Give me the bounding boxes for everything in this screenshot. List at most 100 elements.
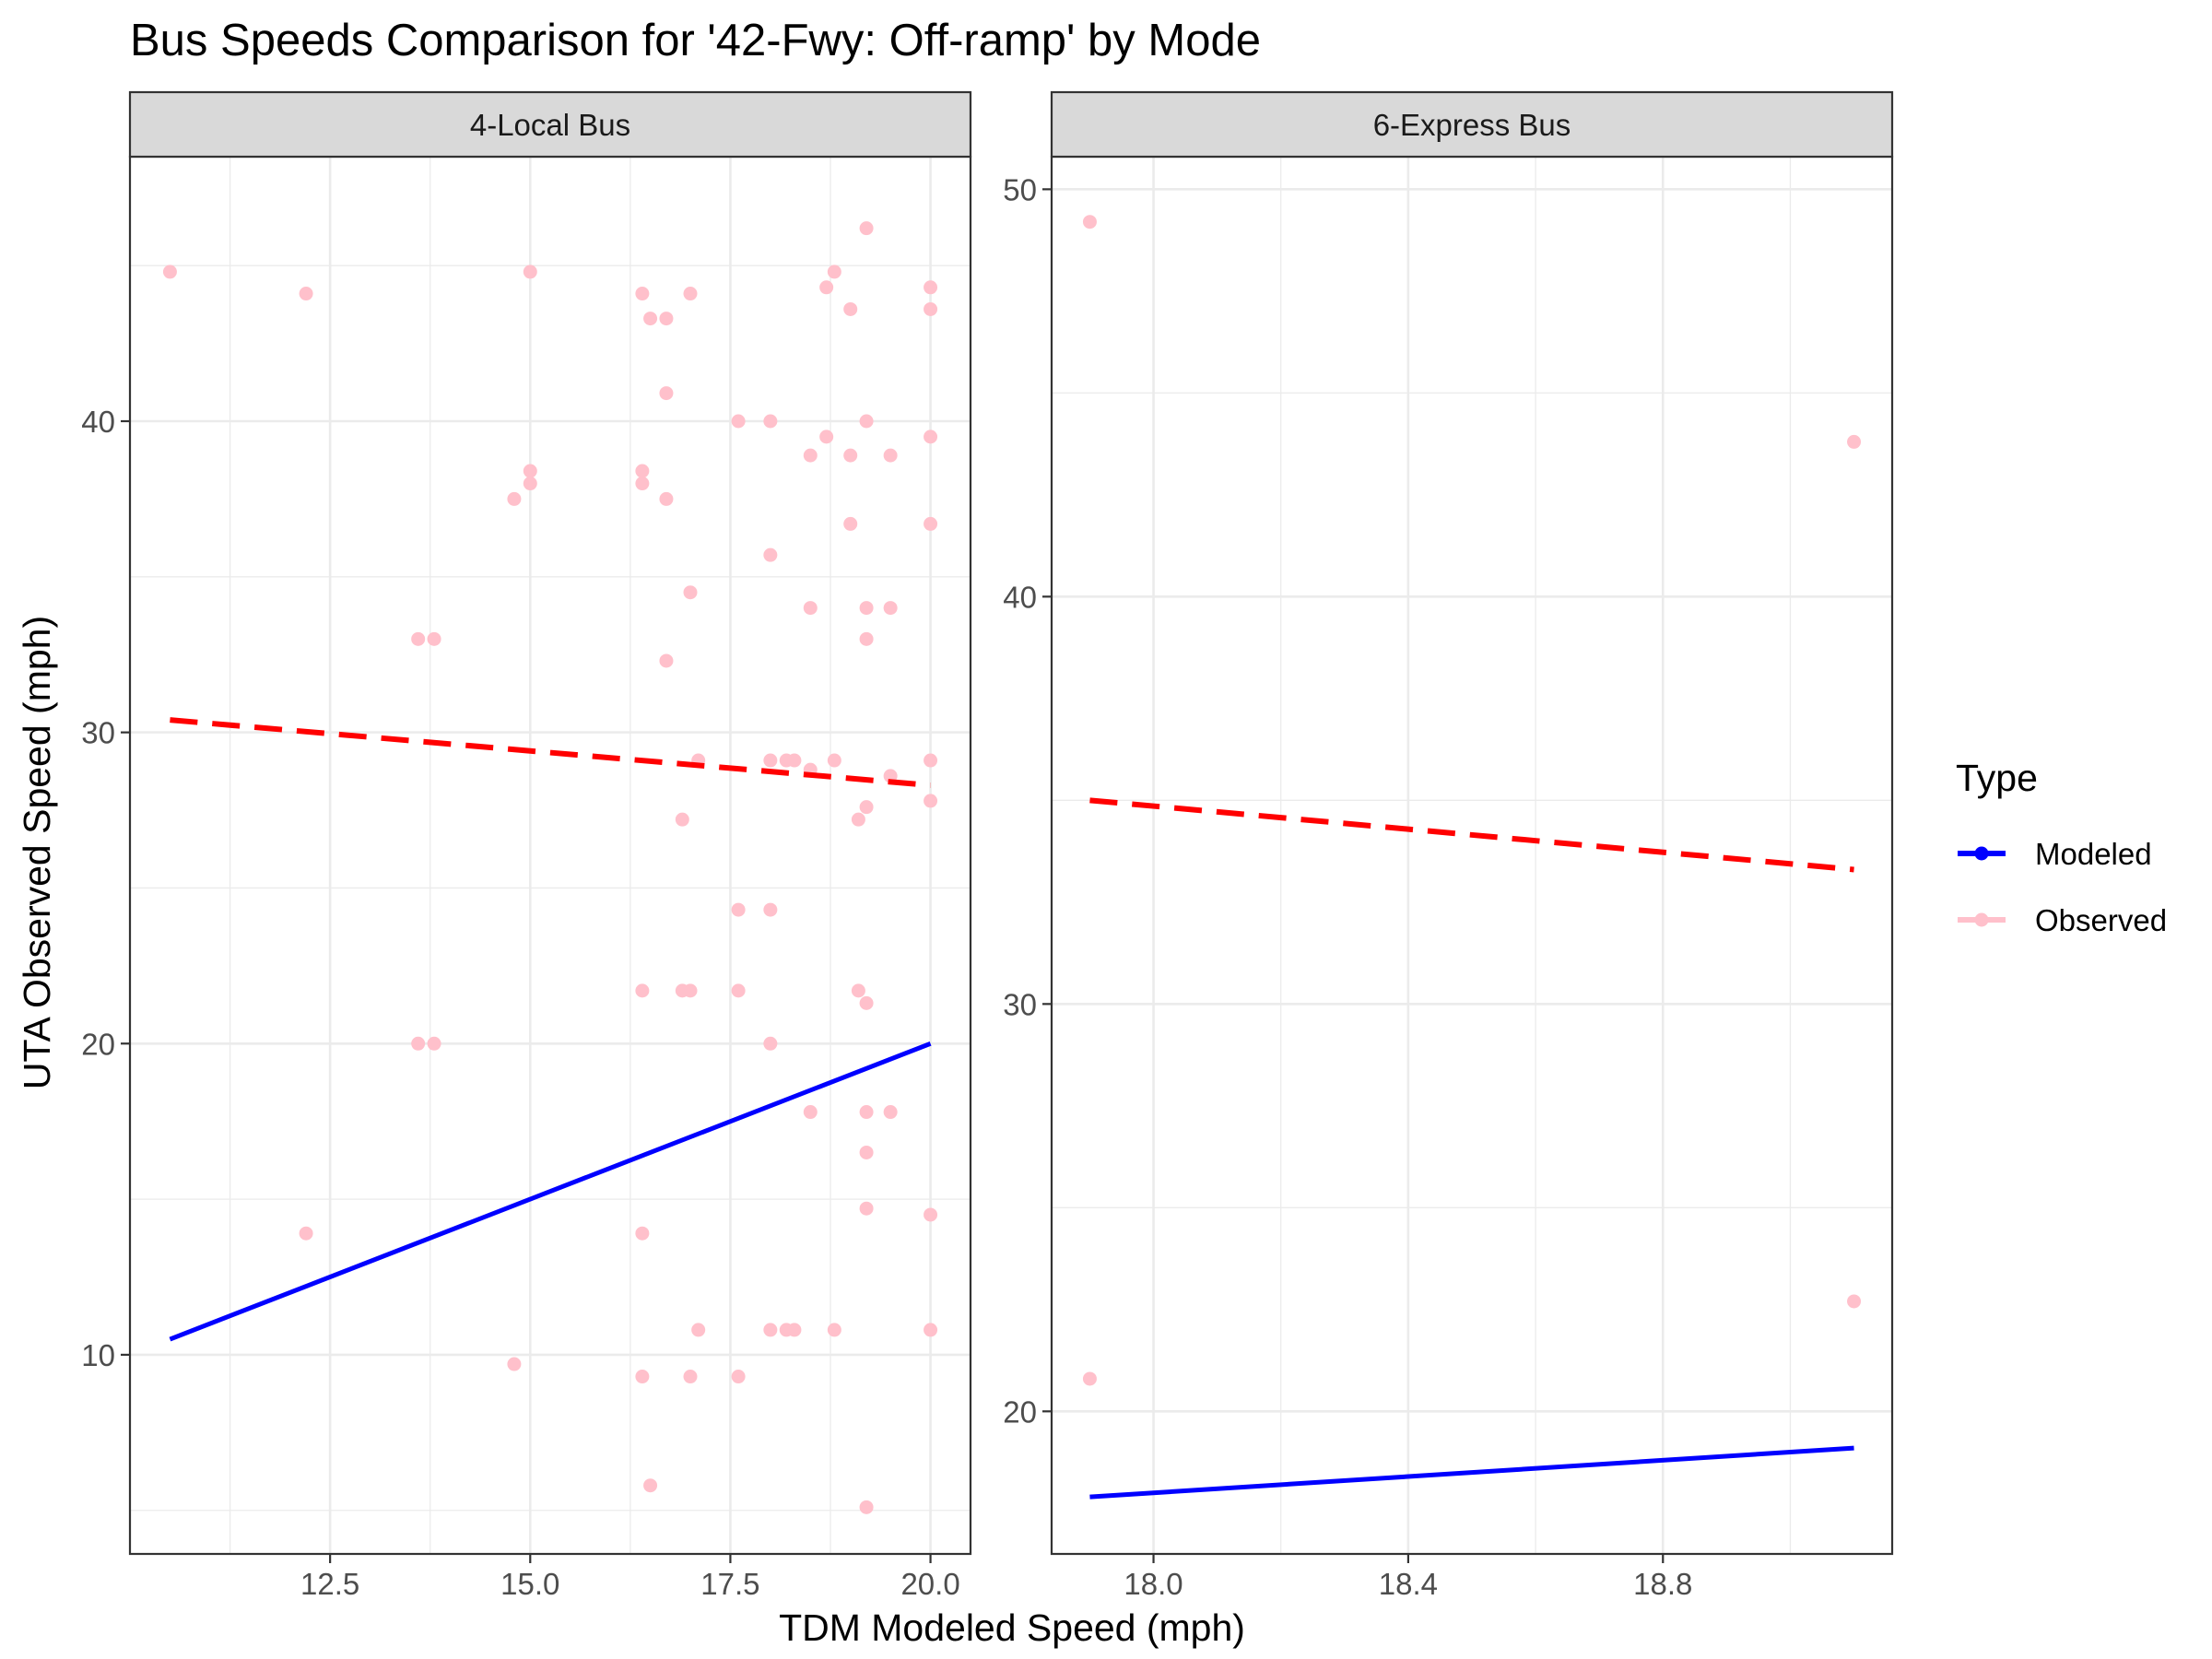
observed-point (683, 287, 698, 301)
observed-point (851, 812, 865, 827)
observed-point (523, 477, 537, 491)
observed-point (763, 902, 778, 917)
y-tick-label: 40 (1003, 580, 1037, 614)
observed-point (883, 448, 898, 463)
observed-point (859, 995, 874, 1010)
modeled-line (169, 1041, 932, 1342)
x-tick-label: 18.4 (1379, 1567, 1438, 1601)
observed-point (411, 1036, 426, 1051)
observed-point (763, 1323, 778, 1337)
observed-point (659, 491, 674, 506)
observed-point (843, 448, 858, 463)
strip-label: 4-Local Bus (470, 108, 630, 142)
observed-point (731, 983, 746, 998)
observed-point (683, 983, 698, 998)
legend: Type Modeled Observed (1956, 757, 2167, 937)
x-tick-label: 15.0 (500, 1567, 559, 1601)
observed-point (299, 1226, 313, 1241)
observed-point (763, 753, 778, 768)
observed-point (1847, 1294, 1862, 1309)
observed-point (924, 280, 938, 295)
panel-border (128, 155, 972, 1556)
observed-point (883, 601, 898, 616)
observed-point (859, 1500, 874, 1514)
observed-point (635, 1226, 650, 1241)
observed-point (635, 983, 650, 998)
observed-point (924, 516, 938, 531)
observed-point (635, 287, 650, 301)
observed-point (883, 1105, 898, 1120)
observed-point (683, 1370, 698, 1384)
observed-point (299, 287, 313, 301)
modeled-line (1089, 1445, 1854, 1500)
y-tick-label: 30 (81, 716, 115, 750)
observed-point (803, 1105, 818, 1120)
observed-point (523, 464, 537, 478)
observed-trend-line (1089, 797, 1854, 873)
observed-point (763, 414, 778, 429)
observed-point (924, 1323, 938, 1337)
legend-entry-observed: Observed (1958, 903, 2167, 937)
observed-point (787, 1323, 802, 1337)
x-tick-label: 20.0 (900, 1567, 959, 1601)
strip-background (1050, 90, 1894, 159)
observed-point (731, 1370, 746, 1384)
observed-point (924, 794, 938, 808)
observed-point (859, 631, 874, 646)
chart-title: Bus Speeds Comparison for '42-Fwy: Off-r… (130, 16, 1261, 65)
panel-local-bus: 4-Local Bus 12.5 15.0 17.5 20.0 10 20 30 40 (81, 90, 972, 1601)
observed-point (859, 800, 874, 815)
observed-point (659, 312, 674, 326)
observed-point (1847, 434, 1862, 449)
observed-point (523, 265, 537, 279)
legend-entries: Modeled Observed (1958, 837, 2167, 937)
observed-point (731, 414, 746, 429)
legend-entry-modeled: Modeled (1958, 837, 2152, 871)
observed-point (827, 753, 841, 768)
observed-point (691, 1323, 706, 1337)
observed-trend-line (170, 717, 931, 789)
observed-point (731, 902, 746, 917)
observed-point (763, 1036, 778, 1051)
observed-point (1082, 215, 1097, 229)
observed-point (859, 1201, 874, 1216)
observed-point (507, 1357, 522, 1371)
observed-point (635, 477, 650, 491)
observed-point (803, 448, 818, 463)
observed-point (827, 265, 841, 279)
observed-point (427, 1036, 441, 1051)
legend-title: Type (1956, 757, 2038, 799)
y-axis-title: UTA Observed Speed (mph) (16, 616, 58, 1089)
observed-point (803, 601, 818, 616)
observed-point (675, 812, 689, 827)
observed-point (819, 429, 834, 444)
observed-point (924, 1207, 938, 1222)
observed-point (843, 516, 858, 531)
y-tick-label: 20 (1003, 1394, 1037, 1429)
observed-point (643, 312, 658, 326)
observed-point (635, 1370, 650, 1384)
y-tick-label: 20 (81, 1027, 115, 1061)
x-tick-label: 12.5 (300, 1567, 359, 1601)
observed-point (427, 631, 441, 646)
legend-label: Observed (2035, 903, 2167, 937)
legend-key-point (1974, 846, 1989, 861)
observed-point (924, 301, 938, 316)
y-tick-label: 10 (81, 1338, 115, 1372)
observed-point (635, 464, 650, 478)
observed-point (924, 753, 938, 768)
strip-label: 6-Express Bus (1373, 108, 1571, 142)
observed-point (411, 631, 426, 646)
observed-point (819, 280, 834, 295)
legend-key-point (1974, 912, 1989, 927)
observed-point (763, 547, 778, 562)
observed-point (683, 585, 698, 600)
observed-point (859, 221, 874, 236)
panel-express-bus: 6-Express Bus 18.0 18.4 18.8 20 30 40 50 (1003, 90, 1894, 1601)
observed-point (659, 386, 674, 401)
observed-point (643, 1478, 658, 1493)
observed-point (859, 1145, 874, 1159)
observed-point (859, 1105, 874, 1120)
y-tick-label: 30 (1003, 987, 1037, 1021)
